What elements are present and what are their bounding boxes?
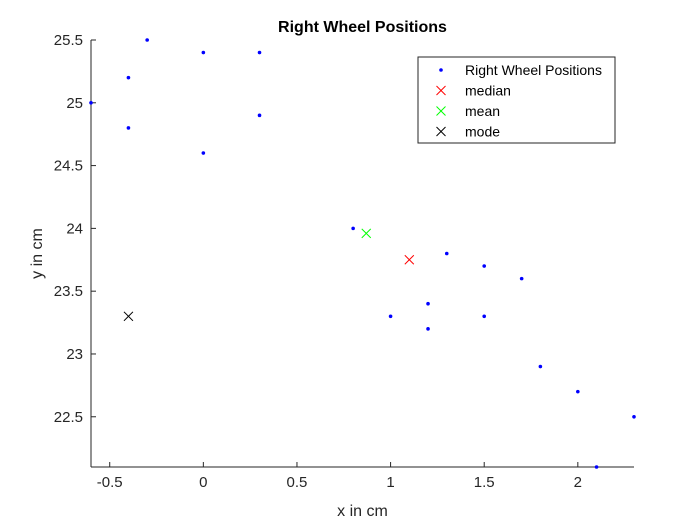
- x-tick-label: -0.5: [97, 474, 123, 491]
- data-point: [576, 389, 580, 394]
- legend-entry-label: Right Wheel Positions: [465, 62, 602, 78]
- x-tick-label: 0.5: [287, 474, 308, 491]
- data-point: [482, 264, 487, 268]
- legend-entry-label: mean: [465, 103, 500, 119]
- x-tick-label: 0: [199, 474, 207, 491]
- x-tick-label: 1.5: [474, 474, 495, 491]
- data-point: [145, 38, 149, 42]
- y-axis-label: y in cm: [29, 228, 46, 279]
- data-point: [632, 414, 636, 419]
- data-point: [126, 75, 131, 80]
- y-tick-label: 24.5: [54, 158, 83, 175]
- data-points: [89, 38, 636, 469]
- axes: -0.5 0 0.5 1 1.5 2 22.5 23 23.5 24 24.5 25 25.5: [54, 32, 634, 491]
- data-point: [126, 126, 131, 130]
- data-point: [594, 465, 599, 469]
- legend-marker: [439, 68, 443, 72]
- mode-marker: [123, 311, 134, 322]
- data-point: [89, 100, 93, 105]
- data-point: [426, 327, 430, 331]
- y-tick-label: 22.5: [54, 409, 83, 426]
- legend-marker: [436, 106, 446, 116]
- legend-entry-label: median: [465, 83, 511, 99]
- data-point: [538, 364, 543, 369]
- data-point: [444, 251, 449, 256]
- data-point: [257, 113, 262, 118]
- x-tick-label: 2: [574, 474, 582, 491]
- chart-title: Right Wheel Positions: [278, 19, 447, 36]
- y-tick-label: 24: [66, 220, 83, 237]
- data-point: [426, 301, 430, 306]
- data-point: [201, 50, 206, 55]
- median-marker: [404, 254, 415, 265]
- legend-box: [417, 56, 616, 144]
- data-point: [519, 276, 524, 281]
- legend: Right Wheel Positions median mean mode: [417, 56, 616, 144]
- mean-marker: [361, 228, 372, 239]
- data-point: [482, 314, 487, 319]
- x-axis-label: x in cm: [337, 503, 388, 520]
- data-point: [351, 226, 355, 231]
- y-tick-label: 25.5: [54, 32, 83, 49]
- y-tick-label: 25: [66, 95, 83, 112]
- legend-marker: [436, 126, 446, 137]
- data-point: [257, 50, 262, 55]
- y-tick-label: 23: [66, 346, 83, 363]
- legend-entry-label: mode: [465, 124, 500, 140]
- data-point: [388, 314, 393, 319]
- y-tick-label: 23.5: [54, 283, 83, 300]
- x-tick-label: 1: [386, 474, 394, 491]
- legend-marker: [436, 85, 446, 96]
- data-point: [201, 151, 206, 155]
